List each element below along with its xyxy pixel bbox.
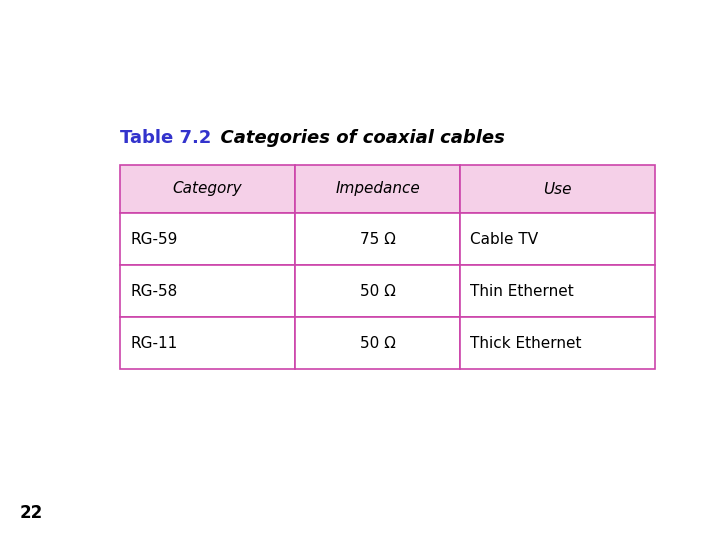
Bar — [295, 165, 460, 213]
Bar — [460, 317, 655, 369]
Bar — [295, 317, 460, 369]
Text: Category: Category — [173, 181, 243, 197]
Text: Impedance: Impedance — [335, 181, 420, 197]
Bar — [295, 213, 460, 265]
Text: RG-11: RG-11 — [130, 335, 177, 350]
Bar — [120, 317, 295, 369]
Text: 50 Ω: 50 Ω — [359, 284, 395, 299]
Text: Table 7.2: Table 7.2 — [120, 129, 212, 147]
Text: Thin Ethernet: Thin Ethernet — [470, 284, 574, 299]
Text: 75 Ω: 75 Ω — [359, 232, 395, 246]
Bar — [460, 213, 655, 265]
Bar — [295, 265, 460, 317]
Bar — [120, 213, 295, 265]
Text: Use: Use — [544, 181, 572, 197]
Bar — [120, 265, 295, 317]
Text: RG-58: RG-58 — [130, 284, 177, 299]
Bar — [120, 165, 295, 213]
Bar — [460, 165, 655, 213]
Text: 50 Ω: 50 Ω — [359, 335, 395, 350]
Text: Categories of coaxial cables: Categories of coaxial cables — [208, 129, 505, 147]
Bar — [460, 265, 655, 317]
Text: 22: 22 — [20, 504, 43, 522]
Text: RG-59: RG-59 — [130, 232, 177, 246]
Text: Thick Ethernet: Thick Ethernet — [470, 335, 582, 350]
Text: Cable TV: Cable TV — [470, 232, 538, 246]
